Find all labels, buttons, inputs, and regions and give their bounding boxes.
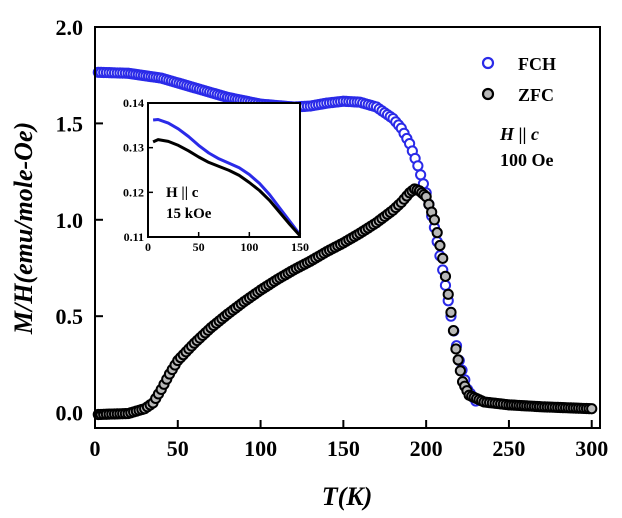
point-zfc-123: [428, 214, 441, 226]
legend-label-zfc: ZFC: [518, 85, 554, 105]
inset-y-ticks: 0.11 0.12 0.13 0.14: [123, 96, 153, 244]
inset-y-tick-label-1: 0.12: [123, 185, 144, 199]
x-tick-label-3: 150: [327, 436, 360, 461]
point-fch-121: [412, 160, 424, 172]
y-tick-label-1: 0.5: [56, 304, 84, 329]
x-axis-ticks: 0 50 100 150 200 250 300: [90, 420, 608, 461]
legend: FCH ZFC: [481, 54, 556, 105]
inset-line-fch: [152, 118, 302, 236]
inset-orientation-annotation: H || c: [166, 185, 199, 201]
field-orientation-annotation: H || c: [499, 124, 539, 144]
x-tick-label-2: 100: [244, 436, 277, 461]
inset-x-tick-label-3: 150: [291, 240, 309, 254]
inset-y-tick-label-2: 0.13: [123, 141, 144, 155]
y-tick-label-0: 0.0: [56, 401, 84, 426]
point-fch-131: [439, 279, 452, 291]
point-zfc-126: [437, 252, 449, 264]
point-zfc-128: [442, 288, 454, 300]
y-tick-label-2: 1.0: [56, 208, 84, 233]
x-tick-label-1: 50: [167, 436, 189, 461]
point-zfc-127: [439, 270, 452, 282]
inset-line-zfc: [152, 138, 302, 237]
series-zfc: [92, 183, 598, 421]
inset-y-tick-label-3: 0.14: [123, 96, 144, 110]
x-tick-label-4: 200: [410, 436, 443, 461]
x-tick-label-0: 0: [90, 436, 101, 461]
x-axis-title: T(K): [322, 482, 373, 511]
y-tick-label-3: 1.5: [56, 111, 84, 136]
point-zfc-184: [586, 403, 598, 415]
point-zfc-125: [434, 239, 446, 252]
point-zfc-124: [431, 227, 443, 239]
inset-x-tick-label-0: 0: [145, 240, 151, 254]
point-zfc-130: [447, 325, 460, 337]
point-zfc-131: [450, 343, 462, 355]
main-data-points: [92, 66, 598, 421]
field-strength-annotation: 100 Oe: [500, 150, 554, 170]
inset-x-tick-label-2: 100: [240, 240, 258, 254]
legend-label-fch: FCH: [518, 54, 556, 74]
legend-marker-fch: [481, 56, 495, 70]
y-tick-label-4: 2.0: [56, 15, 84, 40]
main-plot-frame: [94, 26, 601, 429]
inset-field-annotation: 15 kOe: [166, 206, 212, 222]
legend-marker-zfc: [481, 87, 495, 101]
x-tick-label-6: 300: [575, 436, 608, 461]
inset-chart: 0 50 100 150 0.11 0.12 0.13 0.14 H || c 15 kOe: [123, 96, 309, 254]
inset-data-lines: [152, 118, 302, 237]
inset-x-ticks: 0 50 100 150: [145, 232, 309, 254]
x-tick-label-5: 250: [492, 436, 525, 461]
inset-frame: [147, 102, 301, 238]
point-fch-122: [415, 169, 427, 181]
point-zfc-132: [452, 354, 464, 366]
inset-y-tick-label-0: 0.11: [124, 230, 144, 244]
y-axis-title: M/H(emu/mole-Oe): [9, 122, 38, 335]
inset-x-tick-label-1: 50: [193, 240, 205, 254]
point-zfc-133: [454, 365, 466, 377]
y-axis-ticks: 0.0 0.5 1.0 1.5 2.0: [56, 15, 103, 426]
point-zfc-129: [445, 306, 457, 318]
